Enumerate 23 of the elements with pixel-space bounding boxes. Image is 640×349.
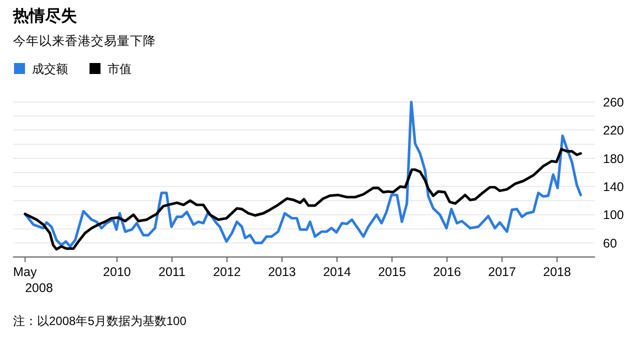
- chart-subtitle: 今年以来香港交易量下降: [13, 33, 156, 48]
- text: 注：以2008年5月数据为基数100: [13, 314, 187, 328]
- x-tick-label: 2013: [268, 265, 296, 279]
- x-tick-label: 2015: [378, 265, 406, 279]
- y-tick-label: 100: [603, 208, 624, 222]
- y-tick-label: 60: [603, 236, 617, 250]
- chart-title: 热情尽失: [12, 7, 77, 25]
- line-series: [24, 100, 582, 248]
- y-tick-label: 260: [603, 96, 624, 110]
- x-tick-label: 2018: [543, 265, 571, 279]
- x-tick-label: 2017: [488, 265, 516, 279]
- legend-label: 成交额: [32, 62, 68, 76]
- legend-label: 市值: [108, 62, 132, 76]
- x-tick-label: May 2008: [13, 265, 53, 295]
- x-tick-label: 2016: [433, 265, 461, 279]
- x-tick-label: 2012: [213, 265, 241, 279]
- x-tick-label: 2011: [158, 265, 186, 279]
- line-series: [24, 148, 582, 251]
- y-tick-label: 220: [603, 124, 624, 138]
- y-tick-label: 180: [603, 152, 624, 166]
- y-tick-label: 140: [603, 180, 624, 194]
- x-tick-label: 2010: [103, 265, 131, 279]
- x-tick-label: 2014: [323, 265, 351, 279]
